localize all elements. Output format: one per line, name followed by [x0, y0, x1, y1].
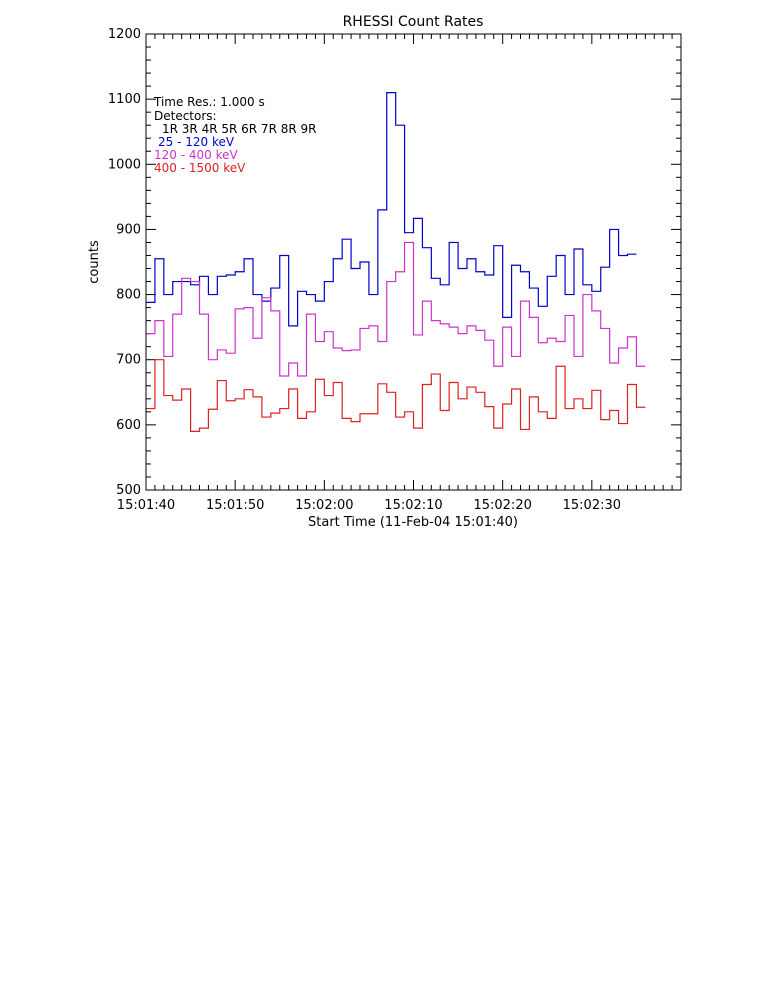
y-axis-label: counts: [87, 240, 102, 284]
y-tick-label: 600: [116, 418, 141, 433]
annotation-block: Time Res.: 1.000 s Detectors: 1R 3R 4R 5…: [153, 95, 316, 175]
x-tick-label: 15:02:30: [563, 498, 621, 513]
series-line-2: [146, 359, 646, 432]
series-line-0: [146, 92, 637, 327]
detectors-label: Detectors:: [154, 109, 217, 123]
series-lines: [146, 92, 646, 432]
y-tick-label: 700: [116, 353, 141, 368]
legend-entry: 25 - 120 keV: [158, 135, 235, 149]
legend-entry: 400 - 1500 keV: [154, 161, 246, 175]
series-line-1: [146, 241, 646, 377]
y-tick-label: 500: [116, 483, 141, 498]
x-tick-label: 15:01:40: [117, 498, 175, 513]
x-axis-label: Start Time (11-Feb-04 15:01:40): [308, 515, 518, 530]
chart-title: RHESSI Count Rates: [343, 14, 484, 30]
axes: 500 600 700 800 900 1000 1100 1200 15:01:40 15:01…: [108, 27, 681, 513]
detectors-list: 1R 3R 4R 5R 6R 7R 8R 9R: [162, 122, 316, 136]
y-tick-label: 1200: [108, 27, 141, 42]
y-tick-label: 900: [116, 222, 141, 237]
time-res-text: Time Res.: 1.000 s: [153, 95, 265, 109]
x-tick-label: 15:01:50: [206, 498, 264, 513]
legend-entry: 120 - 400 keV: [154, 148, 238, 162]
y-tick-label: 800: [116, 288, 141, 303]
x-tick-label: 15:02:00: [295, 498, 353, 513]
plot-frame: [145, 33, 682, 491]
y-tick-label: 1100: [108, 92, 141, 107]
x-tick-label: 15:02:10: [384, 498, 442, 513]
x-tick-label: 15:02:20: [473, 498, 531, 513]
y-tick-label: 1000: [108, 157, 141, 172]
